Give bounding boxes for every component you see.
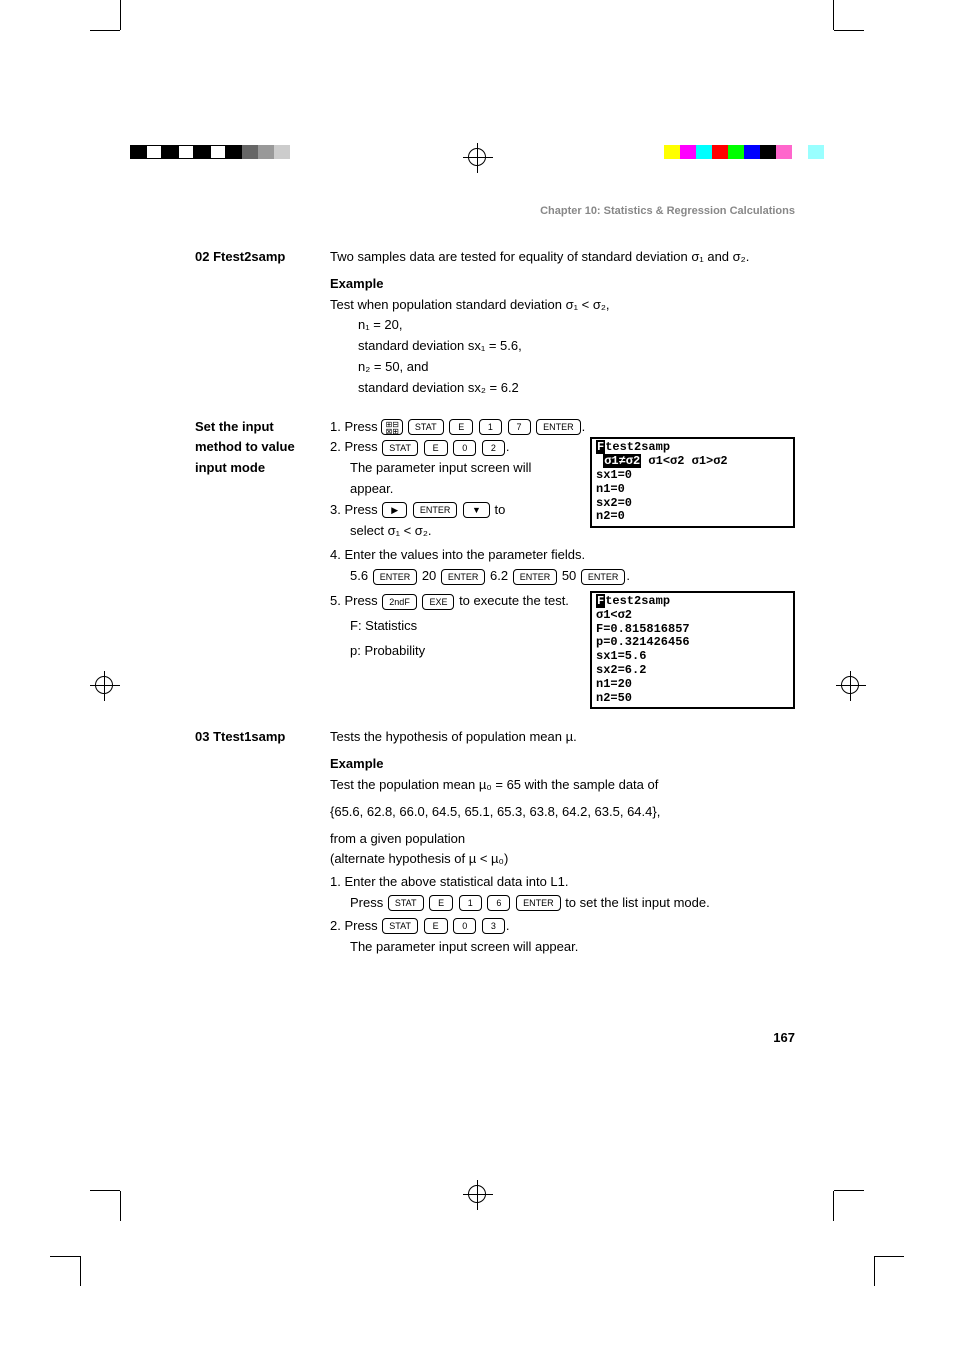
enter-key: ENTER [413,502,458,518]
enter-key: ENTER [581,569,626,585]
corner-mark [50,1256,80,1276]
given-value: n₂ = 50, and [358,357,795,378]
enter-key: ENTER [513,569,558,585]
e-key: E [424,918,448,934]
color-bars-left [130,145,290,159]
example-label: Example [330,274,795,295]
from-text: from a given population [330,829,795,850]
enter-key: ENTER [536,419,581,435]
registration-target-right [841,676,859,694]
calculator-screen-1: Ftest2samp σ1≠σ2 σ1<σ2 σ1>σ2 sx1=0 n1=0 … [590,437,795,528]
right-key: ▶ [382,502,407,518]
section-body: Two samples data are tested for equality… [330,247,795,399]
setup-key: ⊞⊟⊠⊞ [381,419,403,435]
crop-marks-bottom [0,1161,954,1221]
step-2-note: The parameter input screen will appear. [330,937,795,958]
chapter-header: Chapter 10: Statistics & Regression Calc… [195,205,795,217]
seven-key: 7 [508,419,531,435]
stat-key: STAT [382,918,418,934]
crop-mark [120,0,121,30]
step-1b: Press STAT E 1 6 ENTER to set the list i… [330,893,795,914]
section-label: 03 Ttest1samp [195,727,330,957]
p-prob: p: Probability [330,641,572,662]
registration-target-left [95,676,113,694]
step-2-note: The parameter input screen will appear. [330,458,572,500]
step-5-row: 5. Press 2ndF EXE to execute the test. F… [330,591,795,709]
intro-text: Two samples data are tested for equality… [330,247,795,268]
given-value: n₁ = 20, [358,315,795,336]
registration-target [468,148,486,166]
stat-key: STAT [382,440,418,456]
enter-key: ENTER [516,895,561,911]
section-body: 1. Press ⊞⊟⊠⊞ STAT E 1 7 ENTER. 2. Press… [330,417,795,710]
step-2: 2. Press STAT E 0 2. [330,437,572,458]
stat-key: STAT [408,419,444,435]
given-value: standard deviation sx₁ = 5.6, [358,336,795,357]
step-1: 1. Enter the above statistical data into… [330,872,795,893]
enter-key: ENTER [373,569,418,585]
section-label: Set the input method to value input mode [195,417,330,710]
example-text: Test when population standard deviation … [330,295,795,316]
crop-mark [834,30,864,31]
step-4: 4. Enter the values into the parameter f… [330,545,795,566]
section-body: Tests the hypothesis of population mean … [330,727,795,957]
section-input-method: Set the input method to value input mode… [195,417,795,710]
e-key: E [449,419,473,435]
zero-key: 0 [453,918,476,934]
exe-key: EXE [422,594,454,610]
step-1: 1. Press ⊞⊟⊠⊞ STAT E 1 7 ENTER. [330,417,795,438]
step-3b: select σ₁ < σ₂. [330,521,572,542]
corner-mark [874,1256,904,1276]
crop-mark [833,0,834,30]
zero-key: 0 [453,440,476,456]
crop-mark [90,30,120,31]
step-5: 5. Press 2ndF EXE to execute the test. [330,591,572,612]
section-ttest1samp: 03 Ttest1samp Tests the hypothesis of po… [195,727,795,957]
e-key: E [429,895,453,911]
one-key: 1 [479,419,502,435]
calculator-screen-2: Ftest2samp σ1<σ2 F=0.815816857 p=0.32142… [590,591,795,709]
two-key: 2 [482,440,505,456]
intro-text: Tests the hypothesis of population mean … [330,727,795,748]
stat-key: STAT [388,895,424,911]
page-number: 167 [773,1030,795,1045]
given-value: standard deviation sx₂ = 6.2 [358,378,795,399]
example-label: Example [330,754,795,775]
section-ftest2samp: 02 Ftest2samp Two samples data are teste… [195,247,795,399]
six-key: 6 [487,895,510,911]
second-f-key: 2ndF [382,594,417,610]
page-content: Chapter 10: Statistics & Regression Calc… [195,205,795,975]
step-4-keys: 5.6 ENTER 20 ENTER 6.2 ENTER 50 ENTER. [330,566,795,587]
three-key: 3 [482,918,505,934]
step-2: 2. Press STAT E 0 3. [330,916,795,937]
e-key: E [424,440,448,456]
f-stat: F: Statistics [330,616,572,637]
example-text: Test the population mean µ₀ = 65 with th… [330,775,795,796]
color-bars-right [664,145,824,159]
alt-hypothesis: (alternate hypothesis of µ < µ₀) [330,849,795,870]
data-list: {65.6, 62.8, 66.0, 64.5, 65.1, 65.3, 63.… [330,802,795,823]
down-key: ▼ [463,502,490,518]
step-3: 3. Press ▶ ENTER ▼ to [330,500,572,521]
section-label: 02 Ftest2samp [195,247,330,399]
one-key: 1 [459,895,482,911]
enter-key: ENTER [441,569,486,585]
step-2-row: 2. Press STAT E 0 2. The parameter input… [330,437,795,541]
